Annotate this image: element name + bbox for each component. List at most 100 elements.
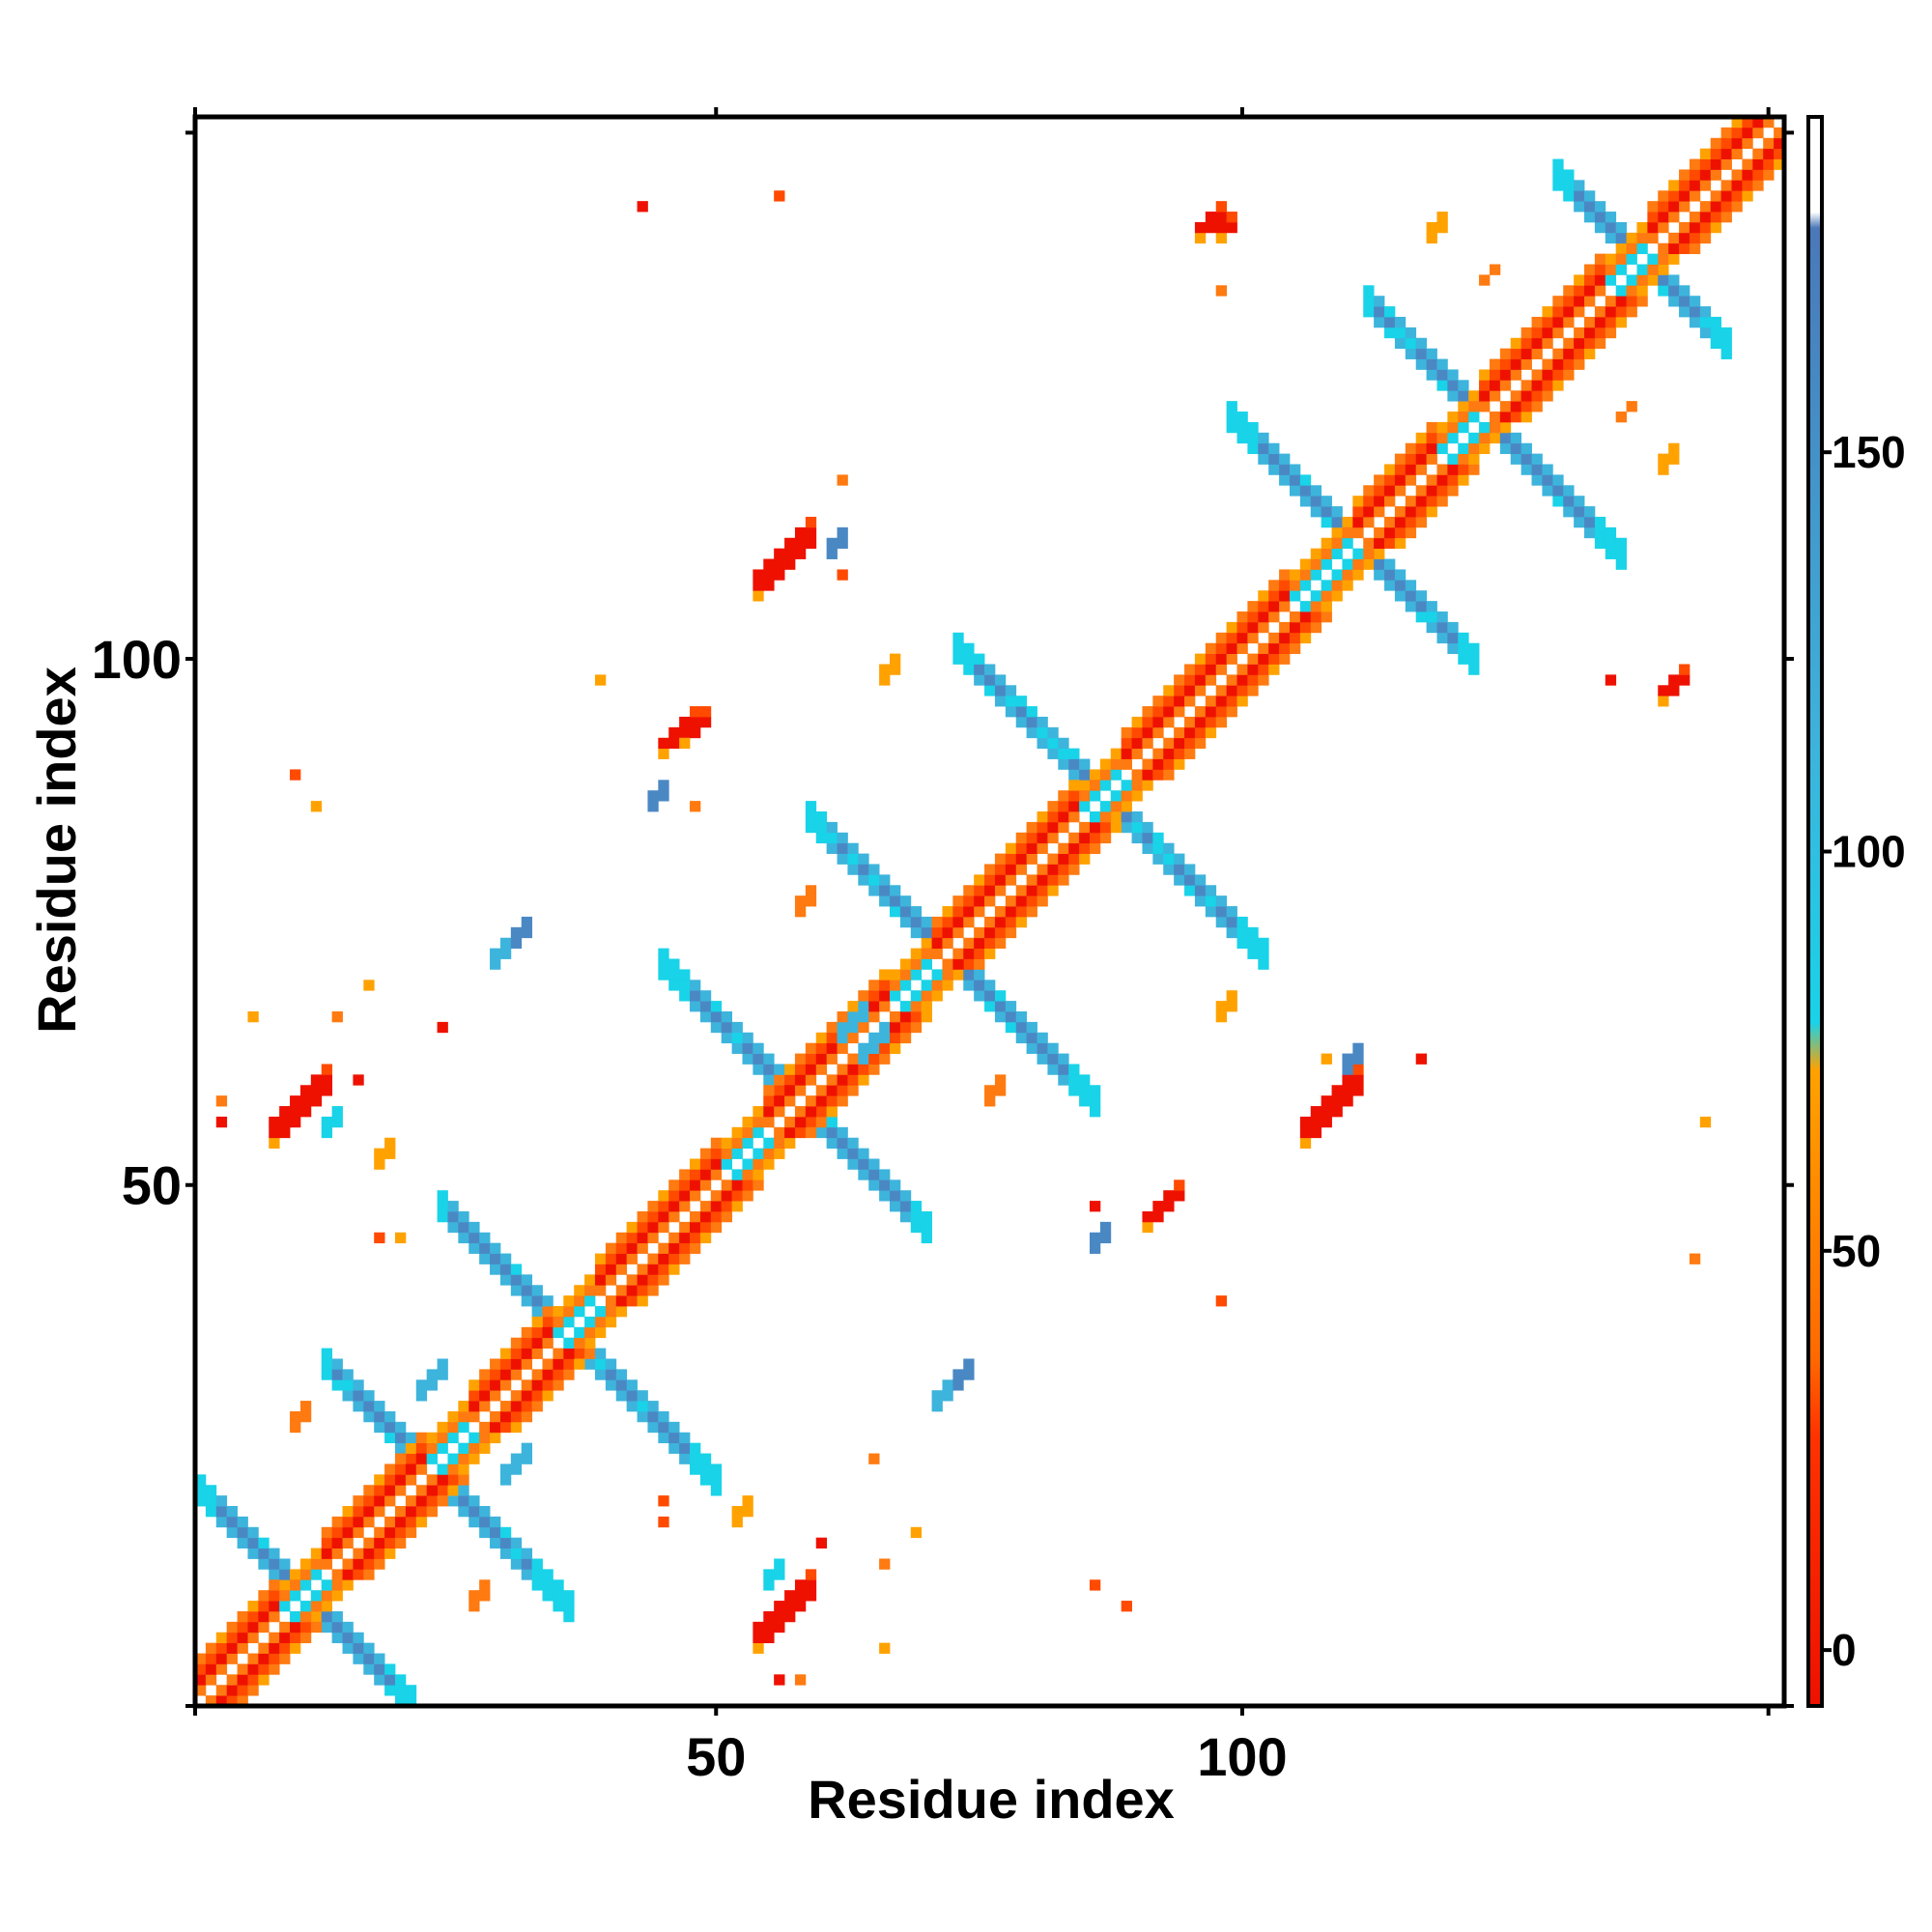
heatmap-cell [469,1442,480,1454]
heatmap-cell [447,1410,459,1423]
heatmap-cell [731,1126,743,1139]
heatmap-cell [1742,117,1753,128]
heatmap-cell [1658,221,1669,234]
heatmap-cell [1089,832,1101,844]
heatmap-cell [668,1190,680,1202]
heatmap-cell [1699,180,1712,191]
heatmap-cell [258,1674,270,1686]
heatmap-cell [1394,526,1406,539]
heatmap-cell [1174,737,1185,750]
heatmap-cell [763,1053,775,1065]
heatmap-cell [1331,590,1343,602]
heatmap-cell [247,1621,259,1634]
heatmap-cell [679,1169,691,1180]
heatmap-cell [426,1442,438,1454]
heatmap-cell [974,980,985,991]
heatmap-cell [594,1274,607,1286]
heatmap-cell [258,1537,270,1548]
heatmap-cell [1689,180,1701,191]
heatmap-cell [1710,148,1722,159]
heatmap-cell [1710,221,1722,234]
heatmap-cell [1258,432,1269,444]
heatmap-cell [394,1453,407,1464]
heatmap-cell [658,969,669,980]
heatmap-cell [784,1074,796,1086]
heatmap-cell [1236,621,1248,634]
heatmap-cell [952,653,964,665]
heatmap-cell [974,874,985,886]
heatmap-cell [1342,537,1353,550]
heatmap-cell [1089,1579,1101,1591]
heatmap-cell [269,1126,280,1139]
heatmap-cell [490,1516,501,1528]
heatmap-cell [1405,327,1417,339]
heatmap-cell [237,1674,248,1686]
heatmap-cell [974,895,985,907]
heatmap-cell [1636,285,1648,297]
heatmap-cell [490,1379,501,1391]
heatmap-cell [994,916,1007,928]
heatmap-cell [837,853,848,865]
heatmap-cell [1194,737,1207,750]
heatmap-cell [963,948,975,959]
heatmap-cell [626,1379,638,1391]
heatmap-cell [1226,1001,1237,1012]
heatmap-cell [247,1601,259,1612]
heatmap-cell [195,1485,207,1496]
heatmap-cell [805,516,817,528]
heatmap-cell [1236,421,1248,434]
heatmap-cell [290,1632,301,1644]
heatmap-cell [858,1064,869,1075]
heatmap-cell [837,1148,848,1159]
heatmap-cell [374,1158,385,1170]
heatmap-cell [890,1010,901,1023]
heatmap-cell [1184,674,1196,686]
heatmap-cell [679,1242,691,1254]
heatmap-cell [763,558,775,570]
heatmap-cell [815,811,828,823]
heatmap-cell [637,1410,648,1423]
heatmap-cell [731,1032,743,1044]
heatmap-cell [1015,716,1028,728]
heatmap-cell [658,1495,669,1507]
heatmap-cell [1068,853,1080,865]
heatmap-cell [1405,516,1417,528]
heatmap-cell [1058,1064,1069,1075]
heatmap-cell [847,1001,859,1012]
heatmap-cell [384,1663,396,1675]
heatmap-cell [1658,201,1669,213]
heatmap-cell [1584,274,1596,286]
heatmap-cell [1384,558,1396,570]
heatmap-cell [1679,190,1690,202]
heatmap-cell [226,1653,238,1664]
heatmap-cell [1605,306,1617,318]
heatmap-cell [247,1548,259,1559]
heatmap-cell [331,1106,343,1118]
heatmap-cell [1268,611,1280,623]
heatmap-cell [1489,369,1501,381]
heatmap-cell [721,1179,732,1191]
heatmap-cell [510,1410,523,1423]
heatmap-cell [1699,306,1712,318]
heatmap-cell [984,1095,996,1107]
heatmap-cell [1194,232,1207,244]
heatmap-cell [1531,474,1543,486]
heatmap-cell [195,1474,207,1486]
heatmap-cell [1163,748,1175,759]
heatmap-cell [490,1526,501,1539]
heatmap-cell [258,1548,270,1559]
heatmap-cell [553,1601,564,1612]
heatmap-cell [605,1369,617,1380]
heatmap-cell [1131,748,1143,759]
heatmap-cell [553,1326,564,1339]
heatmap-cell [868,1001,880,1012]
heatmap-cell [1436,621,1448,634]
heatmap-cell [363,1663,375,1675]
heatmap-cell [921,1010,932,1023]
heatmap-cell [890,885,901,896]
heatmap-cell [563,1306,575,1318]
heatmap-cell [721,1190,732,1202]
heatmap-cell [1647,232,1659,244]
heatmap-cell [1152,842,1164,854]
